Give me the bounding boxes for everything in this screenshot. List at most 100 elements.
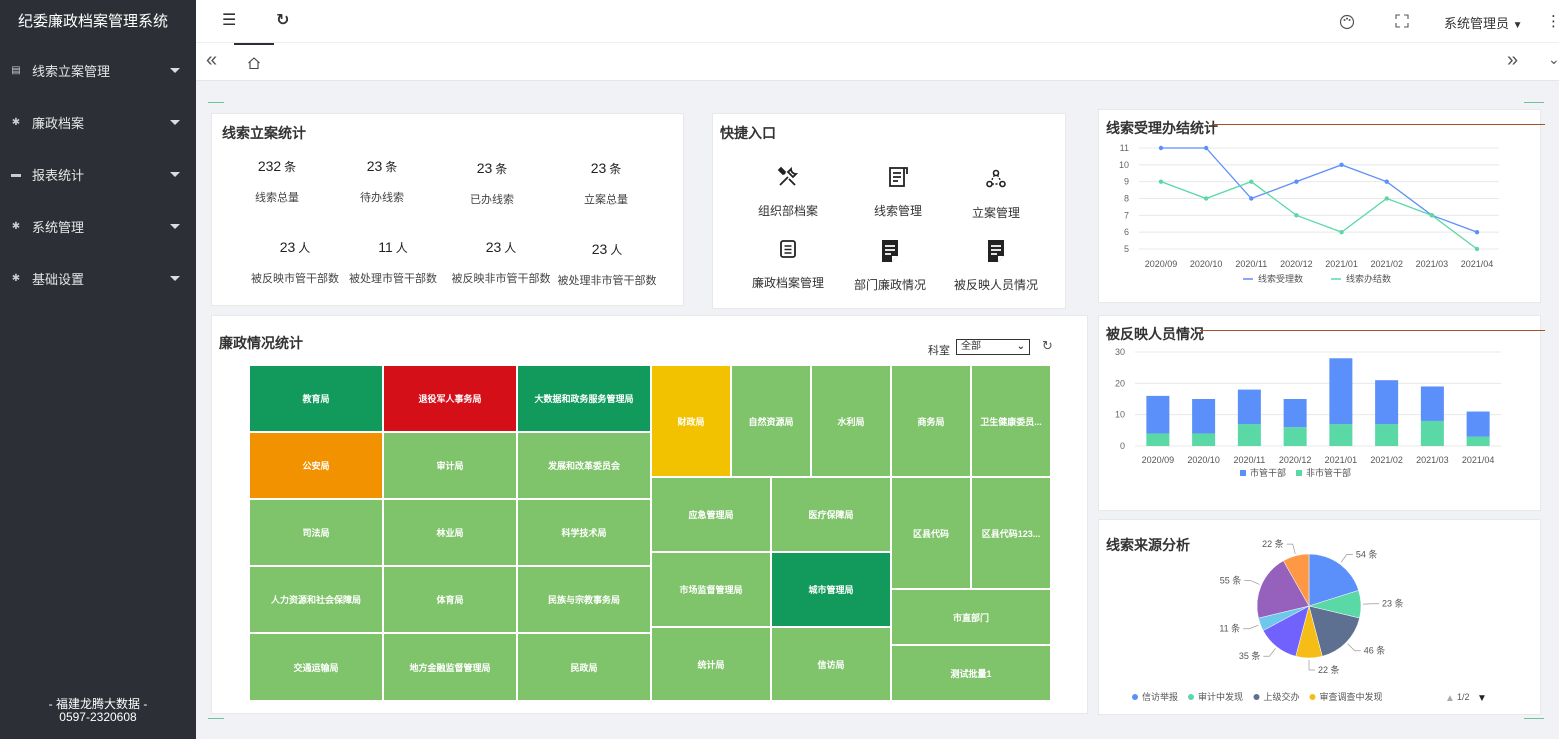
treemap-label: 市场监督管理局 bbox=[679, 585, 743, 595]
caret-down-icon bbox=[170, 67, 180, 73]
stat-item: 23 条立案总量 bbox=[551, 160, 661, 207]
sidebar: 纪委廉政档案管理系统 ▤ 线索立案管理 ✱ 廉政档案 ▬ 报表统计 ✱ 系统管理… bbox=[0, 0, 196, 739]
quick-clue-manage[interactable]: 线索管理 bbox=[843, 162, 953, 219]
treemap-cell[interactable]: 卫生健康委员... bbox=[971, 365, 1051, 477]
treemap-cell[interactable]: 体育局 bbox=[383, 566, 517, 633]
tab-home[interactable] bbox=[234, 43, 274, 81]
treemap-cell[interactable]: 交通运输局 bbox=[249, 633, 383, 701]
scroll-right-icon[interactable]: » bbox=[1507, 49, 1519, 71]
clue-source-chart-panel: 线索来源分析 54 条 23 条 46 条 22 条 35 条 11 条 55 条 22 条信… bbox=[1098, 519, 1541, 715]
legend-label: 信访举报 bbox=[1142, 691, 1178, 702]
treemap-cell[interactable]: 区县代码123... bbox=[971, 477, 1051, 589]
app-title: 纪委廉政档案管理系统 bbox=[18, 13, 169, 30]
legend-marker bbox=[1296, 470, 1302, 476]
theme-icon[interactable] bbox=[1339, 14, 1355, 30]
y-tick-label: 7 bbox=[1124, 210, 1129, 220]
stat-label: 被反映市管干部数 bbox=[251, 273, 339, 285]
quick-case-manage[interactable]: 立案管理 bbox=[941, 164, 1051, 221]
data-point bbox=[1158, 179, 1164, 184]
department-select[interactable]: 全部 ⌄ bbox=[956, 339, 1030, 355]
data-point bbox=[1474, 246, 1480, 252]
treemap-cell[interactable]: 退役军人事务局 bbox=[383, 365, 517, 432]
treemap-label: 城市管理局 bbox=[808, 585, 854, 595]
treemap-cell[interactable]: 民族与宗教事务局 bbox=[517, 566, 651, 633]
treemap-cell[interactable]: 商务局 bbox=[891, 365, 971, 477]
treemap-cell[interactable]: 发展和改革委员会 bbox=[517, 432, 651, 499]
chevron-down-icon[interactable]: ⌄ bbox=[1548, 51, 1559, 67]
treemap-cell[interactable]: 区县代码 bbox=[891, 477, 971, 589]
treemap-cell[interactable]: 司法局 bbox=[249, 499, 383, 566]
treemap-cell[interactable]: 市场监督管理局 bbox=[651, 552, 771, 627]
y-tick-label: 10 bbox=[1119, 160, 1129, 170]
stat-label: 立案总量 bbox=[584, 194, 628, 206]
sidebar-item-settings[interactable]: ✱ 基础设置 bbox=[0, 252, 196, 304]
treemap-cell[interactable]: 大数据和政务服务管理局 bbox=[517, 365, 651, 432]
system-icon: ✱ bbox=[11, 220, 21, 232]
legend-label: 审计中发现 bbox=[1198, 691, 1243, 702]
stat-item: 23 人被反映市管干部数 bbox=[240, 239, 350, 286]
bar-segment bbox=[1237, 424, 1261, 446]
treemap-cell[interactable]: 民政局 bbox=[517, 633, 651, 701]
user-menu[interactable]: 系统管理员 ▼ bbox=[1444, 13, 1523, 32]
quick-reported-person[interactable]: 被反映人员情况 bbox=[941, 236, 1051, 293]
series-line bbox=[1161, 147, 1478, 233]
clue-icon: ▤ bbox=[11, 64, 21, 76]
menu-toggle-icon[interactable]: ☰ bbox=[222, 12, 237, 29]
caret-down-icon bbox=[170, 119, 180, 125]
legend-marker bbox=[1132, 694, 1138, 700]
treemap-cell[interactable]: 科学技术局 bbox=[517, 499, 651, 566]
y-tick-label: 11 bbox=[1120, 143, 1129, 153]
sidebar-item-system[interactable]: ✱ 系统管理 bbox=[0, 200, 196, 252]
sidebar-item-clue[interactable]: ▤ 线索立案管理 bbox=[0, 44, 196, 96]
treemap-label: 区县代码123... bbox=[981, 528, 1041, 539]
x-tick-label: 2021/02 bbox=[1370, 259, 1403, 269]
treemap-cell[interactable]: 城市管理局 bbox=[771, 552, 891, 627]
treemap-cell[interactable]: 应急管理局 bbox=[651, 477, 771, 552]
y-tick-label: 6 bbox=[1124, 227, 1129, 237]
quick-dept-integrity[interactable]: 部门廉政情况 bbox=[835, 236, 945, 293]
chart-title: 线索来源分析 bbox=[1106, 537, 1190, 553]
treemap-cell[interactable]: 地方金融监督管理局 bbox=[383, 633, 517, 701]
sidebar-item-archive[interactable]: ✱ 廉政档案 bbox=[0, 96, 196, 148]
x-tick-label: 2020/11 bbox=[1235, 259, 1267, 269]
sidebar-item-report[interactable]: ▬ 报表统计 bbox=[0, 148, 196, 200]
fullscreen-icon[interactable] bbox=[1395, 14, 1409, 28]
treemap-label: 市直部门 bbox=[952, 612, 989, 623]
stat-label: 被处理市管干部数 bbox=[349, 273, 437, 285]
treemap-cell[interactable]: 市直部门 bbox=[891, 589, 1051, 645]
quick-label: 立案管理 bbox=[971, 206, 1020, 220]
tools-icon bbox=[777, 166, 799, 186]
x-tick-label: 2020/12 bbox=[1280, 259, 1313, 269]
scroll-left-icon[interactable]: « bbox=[206, 49, 218, 71]
stat-value: 23 bbox=[366, 158, 383, 174]
refresh-icon[interactable]: ↻ bbox=[276, 12, 290, 29]
more-icon[interactable]: ⋮ bbox=[1546, 13, 1559, 30]
home-icon bbox=[248, 57, 260, 70]
treemap-cell[interactable]: 水利局 bbox=[811, 365, 891, 477]
panel-title: 快捷入口 bbox=[720, 125, 776, 141]
treemap-cell[interactable]: 测试批量1 bbox=[891, 645, 1051, 701]
refresh-icon[interactable]: ↻ bbox=[1042, 338, 1053, 353]
label-leader bbox=[1340, 554, 1353, 563]
doc-person-icon bbox=[988, 240, 1004, 262]
treemap-cell[interactable]: 自然资源局 bbox=[731, 365, 811, 477]
treemap-cell[interactable]: 审计局 bbox=[383, 432, 517, 499]
treemap-cell[interactable]: 财政局 bbox=[651, 365, 731, 477]
treemap-label: 教育局 bbox=[302, 394, 330, 404]
quick-label: 线索管理 bbox=[873, 204, 922, 218]
nodes-icon bbox=[986, 169, 1006, 188]
slice-label: 46 条 bbox=[1364, 645, 1386, 656]
quick-org-archive[interactable]: 组织部档案 bbox=[733, 162, 843, 219]
quick-archive-manage[interactable]: 廉政档案管理 bbox=[733, 234, 843, 291]
treemap-cell[interactable]: 林业局 bbox=[383, 499, 517, 566]
treemap-cell[interactable]: 教育局 bbox=[249, 365, 383, 432]
treemap-cell[interactable]: 统计局 bbox=[651, 627, 771, 701]
slice-label: 23 条 bbox=[1382, 598, 1404, 609]
treemap-cell[interactable]: 公安局 bbox=[249, 432, 383, 499]
treemap-cell[interactable]: 人力资源和社会保障局 bbox=[249, 566, 383, 633]
treemap-cell[interactable]: 信访局 bbox=[771, 627, 891, 701]
series-line bbox=[1160, 180, 1478, 250]
treemap-cell[interactable]: 医疗保障局 bbox=[771, 477, 891, 552]
bar-segment bbox=[1146, 433, 1170, 446]
x-tick-label: 2020/12 bbox=[1279, 455, 1312, 465]
